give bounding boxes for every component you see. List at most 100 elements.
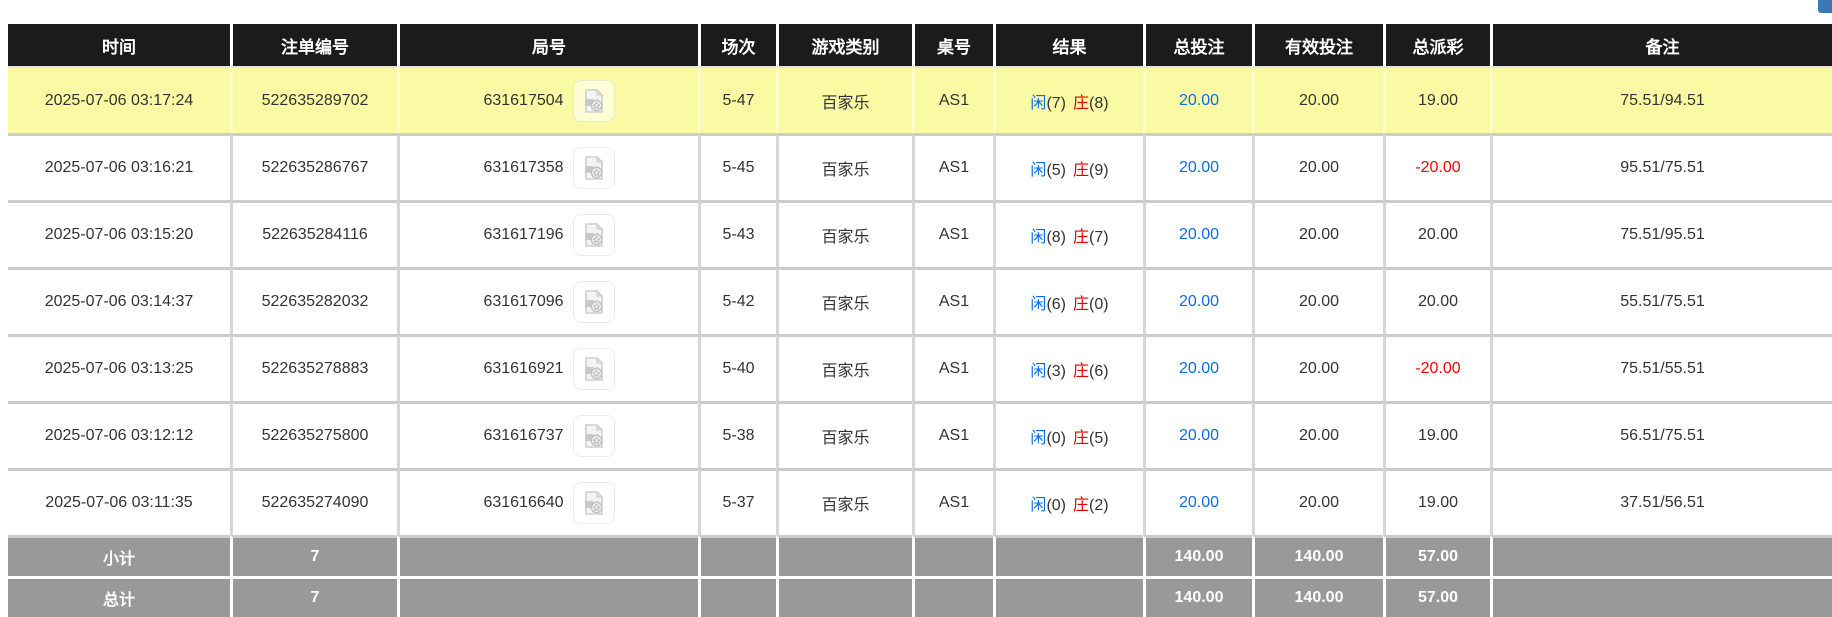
video-replay-button[interactable] [572,482,615,524]
result-player-label: 闲 [1030,430,1047,447]
video-replay-button[interactable] [572,348,615,390]
result-player-score: (7) [1046,94,1066,112]
cell-bet-id: 522635275800 [230,401,397,468]
table-row: 2025-07-06 03:11:35 522635274090 6316166… [8,468,1832,535]
result-banker-label: 庄 [1073,94,1090,112]
cell-round-id: 631616640 [397,468,698,535]
cell-remark: 55.51/75.51 [1490,267,1832,334]
video-replay-button[interactable] [572,147,615,189]
summary-empty-result [993,576,1143,617]
result-player-label: 闲 [1030,497,1047,514]
cell-result: 闲(8) 庄(7) [993,200,1143,267]
cell-total-payout: 20.00 [1383,267,1490,334]
result-banker-label: 庄 [1073,296,1090,313]
cell-total-bet: 20.00 [1143,267,1252,334]
cell-time: 2025-07-06 03:15:20 [8,200,230,267]
summary-empty-result [993,535,1143,576]
result-player-score: (0) [1046,430,1066,447]
result-player-label: 闲 [1030,94,1047,112]
bet-history-table: 时间 注单编号 局号 场次 游戏类别 桌号 结果 总投注 有效投注 总派彩 备注… [8,24,1832,617]
result-player-label: 闲 [1030,363,1047,380]
cell-session: 5-45 [698,133,776,200]
summary-label: 小计 [8,535,230,576]
result-player-score: (8) [1046,229,1066,246]
cell-total-bet: 20.00 [1143,66,1252,133]
summary-count: 7 [230,576,397,617]
video-file-icon [584,423,603,448]
summary-row: 总计 7 140.00 140.00 57.00 [8,576,1832,617]
col-header-time: 时间 [8,24,230,66]
table-row: 2025-07-06 03:15:20 522635284116 6316171… [8,200,1832,267]
cell-time: 2025-07-06 03:11:35 [8,468,230,535]
summary-empty-round [397,535,698,576]
video-replay-button[interactable] [572,415,615,457]
cell-result: 闲(5) 庄(9) [993,133,1143,200]
col-header-table-no: 桌号 [912,24,993,66]
result-banker-label: 庄 [1073,497,1090,514]
result-player-label: 闲 [1030,229,1047,246]
summary-empty-session [698,576,776,617]
col-header-remark: 备注 [1490,24,1832,66]
cell-session: 5-40 [698,334,776,401]
result-banker-score: (7) [1089,229,1109,246]
total-bet-link[interactable]: 20.00 [1178,494,1220,511]
cell-total-payout: 19.00 [1383,468,1490,535]
video-replay-button[interactable] [572,281,615,323]
total-bet-link[interactable]: 20.00 [1178,360,1220,377]
round-id-text: 631616921 [483,360,564,377]
table-body: 2025-07-06 03:17:24 522635289702 6316175… [8,66,1832,535]
result-banker-score: (8) [1089,94,1109,112]
result-banker-score: (0) [1089,296,1109,313]
cell-time: 2025-07-06 03:14:37 [8,267,230,334]
video-replay-button[interactable] [572,214,615,256]
total-bet-link[interactable]: 20.00 [1178,427,1220,444]
col-header-total-bet: 总投注 [1143,24,1252,66]
video-replay-button[interactable] [572,79,615,122]
round-id-text: 631617358 [483,159,564,176]
cell-time: 2025-07-06 03:12:12 [8,401,230,468]
total-bet-link[interactable]: 20.00 [1178,226,1220,243]
result-banker-label: 庄 [1073,363,1090,380]
summary-total-bet: 140.00 [1143,576,1252,617]
col-header-bet-id: 注单编号 [230,24,397,66]
total-bet-link[interactable]: 20.00 [1178,293,1220,310]
cell-session: 5-47 [698,66,776,133]
cell-valid-bet: 20.00 [1252,401,1383,468]
total-bet-link[interactable]: 20.00 [1178,159,1220,176]
cell-result: 闲(7) 庄(8) [993,66,1143,133]
cell-valid-bet: 20.00 [1252,66,1383,133]
summary-valid-bet: 140.00 [1252,576,1383,617]
video-file-icon [584,222,603,247]
result-player-score: (5) [1046,162,1066,179]
cell-table-no: AS1 [912,334,993,401]
table-row: 2025-07-06 03:14:37 522635282032 6316170… [8,267,1832,334]
summary-row: 小计 7 140.00 140.00 57.00 [8,535,1832,576]
round-id-text: 631617096 [483,293,564,310]
cell-time: 2025-07-06 03:13:25 [8,334,230,401]
cell-round-id: 631617096 [397,267,698,334]
summary-empty-remark [1490,576,1832,617]
cell-game-type: 百家乐 [776,133,912,200]
summary-empty-tableno [912,535,993,576]
round-id-text: 631617196 [483,226,564,243]
result-player-score: (0) [1046,497,1066,514]
corner-widget[interactable] [1818,0,1832,13]
cell-table-no: AS1 [912,200,993,267]
result-player-score: (3) [1046,363,1066,380]
cell-result: 闲(6) 庄(0) [993,267,1143,334]
result-banker-score: (9) [1089,162,1109,179]
cell-time: 2025-07-06 03:16:21 [8,133,230,200]
cell-game-type: 百家乐 [776,66,912,133]
cell-remark: 37.51/56.51 [1490,468,1832,535]
cell-total-payout: 20.00 [1383,200,1490,267]
cell-remark: 75.51/95.51 [1490,200,1832,267]
col-header-valid-bet: 有效投注 [1252,24,1383,66]
cell-round-id: 631616921 [397,334,698,401]
total-bet-link[interactable]: 20.00 [1178,91,1220,109]
cell-valid-bet: 20.00 [1252,334,1383,401]
result-player-label: 闲 [1030,162,1047,179]
col-header-round-id: 局号 [397,24,698,66]
summary-count: 7 [230,535,397,576]
cell-bet-id: 522635289702 [230,66,397,133]
result-player-score: (6) [1046,296,1066,313]
